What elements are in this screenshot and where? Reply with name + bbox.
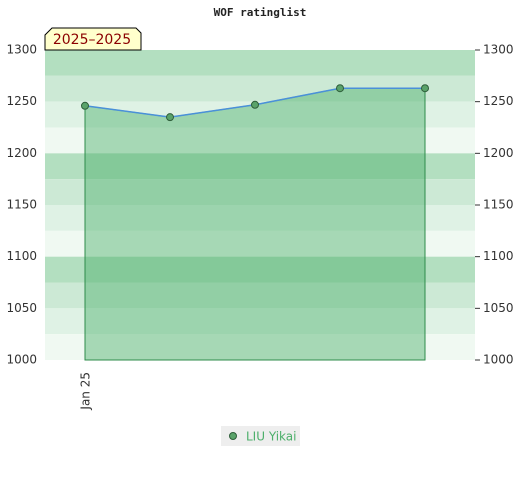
x-tick-label: Jan 25 bbox=[79, 372, 93, 411]
stripe bbox=[45, 50, 475, 76]
point bbox=[166, 113, 174, 122]
stripe bbox=[45, 308, 475, 335]
point bbox=[421, 84, 429, 93]
legend-box bbox=[221, 426, 300, 446]
y2-tick-label: 1200 bbox=[483, 146, 514, 160]
stripe bbox=[45, 282, 475, 309]
y2-tick-label: 1050 bbox=[483, 301, 514, 315]
point bbox=[336, 84, 344, 93]
area bbox=[84, 87, 426, 361]
point bbox=[81, 101, 89, 110]
y2-tick-label: 1150 bbox=[483, 198, 514, 212]
plot bbox=[81, 84, 429, 361]
stripe bbox=[45, 334, 475, 360]
period-badge: 2025–2025 bbox=[44, 27, 142, 51]
stripe bbox=[45, 101, 475, 128]
stripe bbox=[45, 256, 475, 283]
stripe bbox=[45, 205, 475, 231]
y-tick-label: 1200 bbox=[6, 146, 37, 160]
legend-marker bbox=[229, 432, 237, 440]
point bbox=[251, 100, 259, 109]
chart-title: WOF ratinglist bbox=[214, 6, 307, 19]
y-tick-label: 1150 bbox=[6, 198, 37, 212]
y2-tick-label: 1000 bbox=[483, 353, 514, 367]
stripe bbox=[45, 153, 475, 180]
plot-background bbox=[45, 50, 475, 360]
stripe bbox=[45, 230, 475, 257]
badge-text: 2025–2025 bbox=[53, 32, 131, 48]
y-tick-label: 1300 bbox=[6, 43, 37, 57]
y2-tick-label: 1100 bbox=[483, 249, 514, 263]
y-tick-label: 1000 bbox=[6, 353, 37, 367]
stripe bbox=[45, 179, 475, 205]
y-tick-label: 1250 bbox=[6, 94, 37, 108]
legend-label: LIU Yikai bbox=[246, 430, 296, 444]
y2-tick-label: 1300 bbox=[483, 43, 514, 57]
legend: LIU Yikai bbox=[221, 426, 300, 446]
stripe bbox=[45, 127, 475, 154]
y-tick-label: 1100 bbox=[6, 249, 37, 263]
badge-box bbox=[44, 27, 142, 51]
y2-tick-label: 1250 bbox=[483, 94, 514, 108]
y-tick-label: 1050 bbox=[6, 301, 37, 315]
